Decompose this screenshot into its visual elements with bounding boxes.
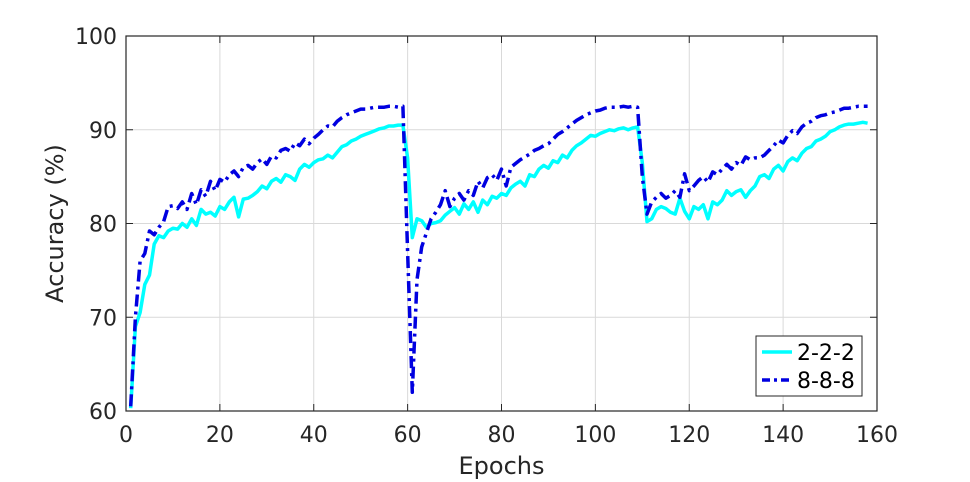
legend-label-8-8-8: 8-8-8 [797,369,855,394]
x-tick-label: 40 [300,423,328,448]
legend-label-2-2-2: 2-2-2 [797,341,855,366]
x-tick-label: 20 [206,423,234,448]
y-tick-label: 80 [89,213,117,238]
legend-box [755,335,863,397]
x-tick-label: 80 [488,423,516,448]
legend: 2-2-2 8-8-8 [755,335,863,397]
series-line-8-8-8 [128,104,868,407]
x-tick-label: 120 [668,423,710,448]
y-tick-label: 100 [75,25,117,50]
y-tick-label: 90 [89,119,117,144]
y-tick-label: 70 [89,306,117,331]
x-tick-label: 160 [856,423,898,448]
y-tick-label: 60 [89,400,117,425]
x-axis-label: Epochs [459,452,545,480]
y-axis-ticks: 60 70 80 90 100 [75,25,877,425]
y-axis-label: Accuracy (%) [41,144,69,303]
x-tick-label: 140 [762,423,804,448]
series-layer [128,104,868,409]
x-tick-label: 60 [394,423,422,448]
x-tick-label: 100 [574,423,616,448]
series-line-2-2-2 [128,120,868,409]
x-axis-ticks: 0 20 40 60 80 100 120 140 160 [119,36,898,448]
x-tick-label: 0 [119,423,133,448]
